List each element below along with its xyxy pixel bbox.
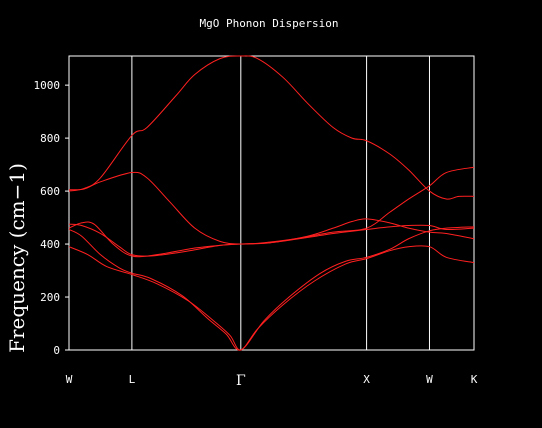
y-axis-label: Frequency (cm−1): [5, 163, 29, 353]
k-point-label: K: [471, 373, 478, 386]
y-tick-label: 800: [40, 132, 60, 145]
k-point-label: X: [363, 373, 370, 386]
y-axis-ticks: 0 200 400 600 800 1000: [34, 79, 69, 357]
k-point-label: Γ: [236, 373, 246, 389]
plot-frame: [68, 55, 475, 351]
y-tick-label: 600: [40, 185, 60, 198]
k-point-label: W: [66, 373, 73, 386]
y-tick-label: 200: [40, 291, 60, 304]
k-point-label: L: [129, 373, 136, 386]
y-tick-label: 1000: [34, 79, 61, 92]
y-tick-label: 400: [40, 238, 60, 251]
phonon-band-line: [68, 221, 475, 258]
phonon-band-line: [68, 245, 475, 351]
phonon-band-line: [68, 55, 475, 200]
chart-title: MgO Phonon Dispersion: [199, 17, 338, 30]
k-point-label: W: [426, 373, 433, 386]
phonon-bands: [68, 55, 475, 351]
y-tick-label: 0: [53, 344, 60, 357]
phonon-band-line: [68, 226, 475, 351]
